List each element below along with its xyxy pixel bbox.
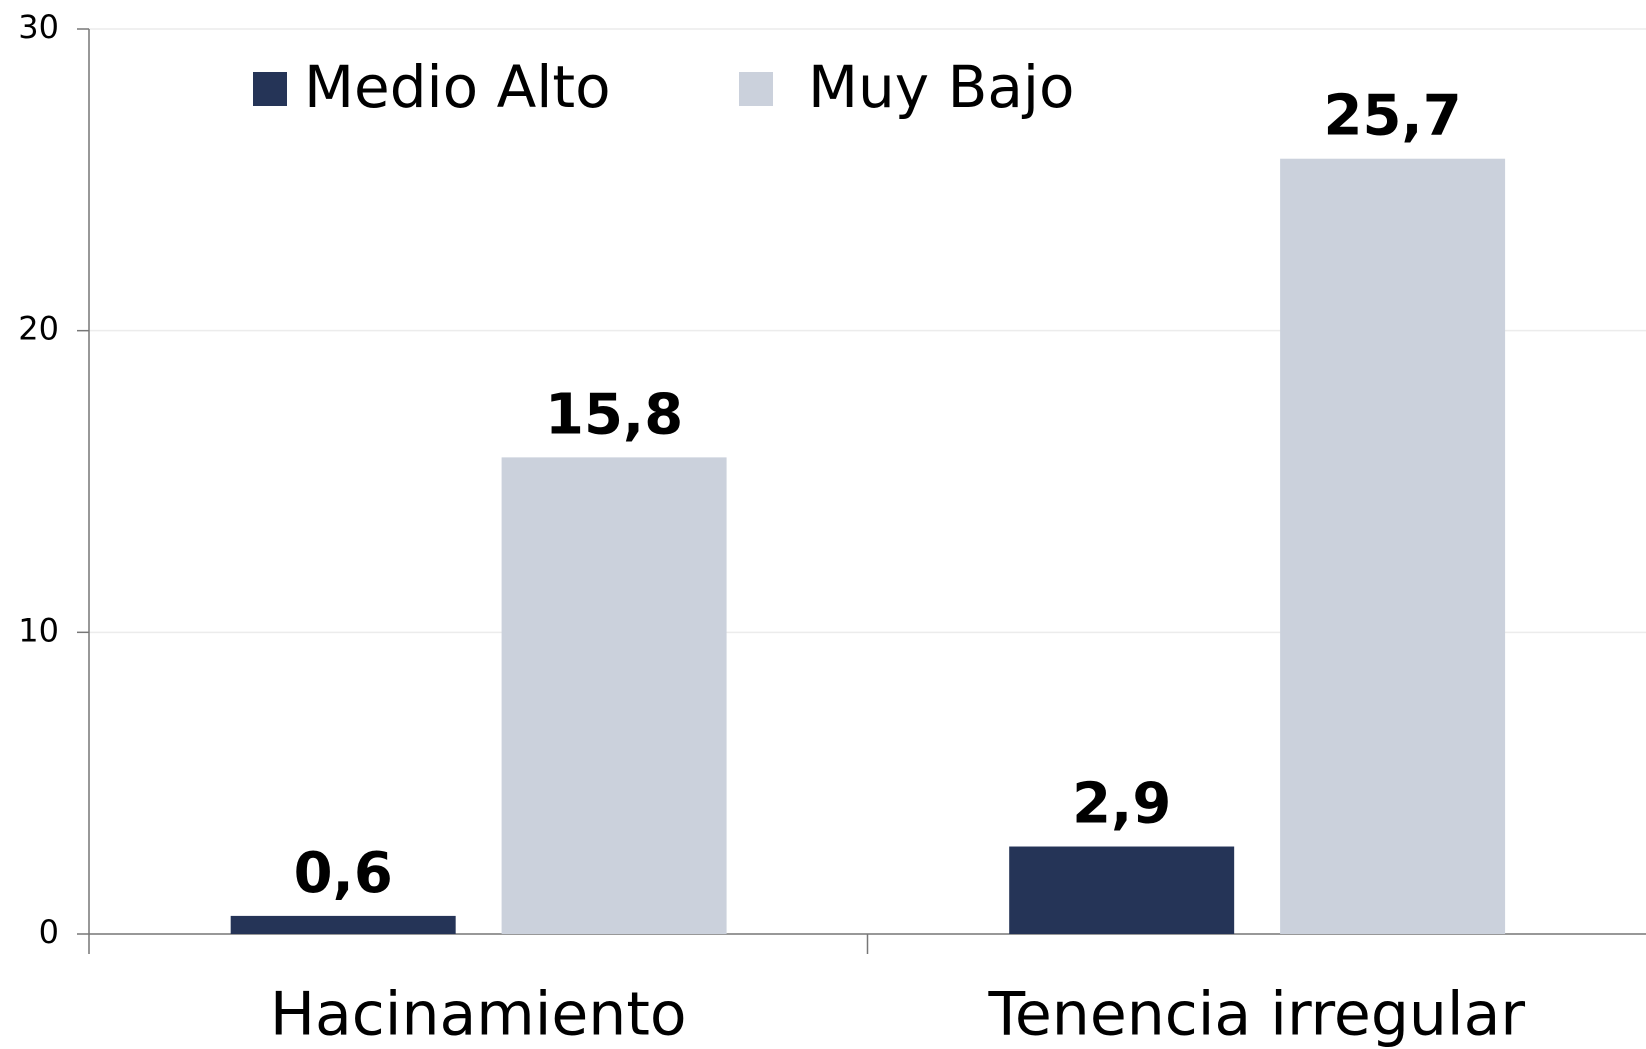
value-label: 25,7 (1324, 84, 1462, 149)
legend-label: Muy Bajo (808, 53, 1075, 121)
legend-label: Medio Alto (304, 53, 611, 121)
bar (1280, 158, 1506, 934)
x-tick-label: Tenencia irregular (987, 980, 1525, 1049)
value-label: 2,9 (1072, 772, 1171, 837)
value-label: 0,6 (294, 841, 393, 906)
value-label: 15,8 (545, 382, 683, 447)
y-tick-label: 20 (18, 310, 59, 348)
bar (230, 915, 456, 934)
bar (501, 457, 727, 934)
legend-swatch (739, 72, 773, 106)
bar (1009, 846, 1235, 934)
y-tick-label: 30 (18, 8, 59, 46)
y-tick-label: 0 (39, 913, 59, 951)
y-tick-label: 10 (18, 611, 59, 649)
x-tick-label: Hacinamiento (270, 980, 687, 1049)
legend-swatch (253, 72, 287, 106)
